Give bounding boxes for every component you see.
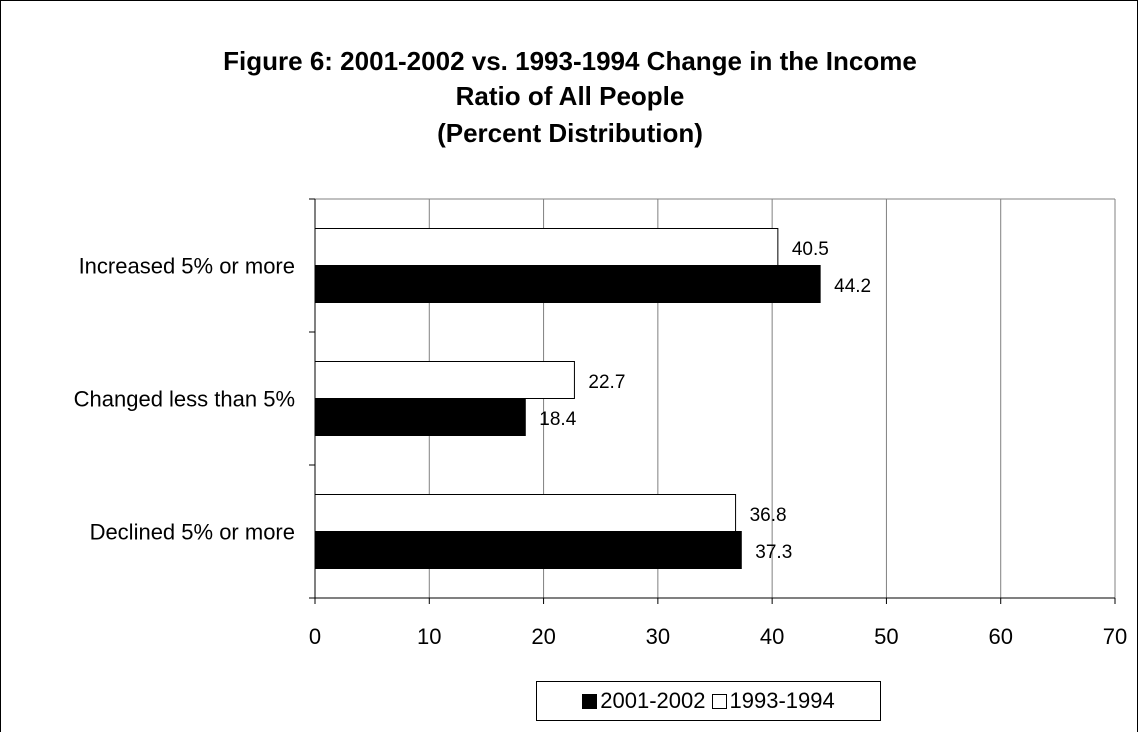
x-tick-label-60: 60	[988, 624, 1012, 649]
legend-swatch-2001-2002	[582, 693, 598, 709]
legend-label-1993-1994: 1993-1994	[729, 688, 835, 713]
bar-1993-1994-1	[314, 361, 575, 399]
chart-title-line-3: (Percent Distribution)	[437, 118, 703, 148]
category-label-2: Declined 5% or more	[90, 520, 295, 545]
data-label-2001-2002-1: 18.4	[539, 409, 576, 430]
data-label-2001-2002-2: 37.3	[755, 542, 792, 563]
bar-2001-2002-2	[314, 531, 742, 569]
category-label-0: Increased 5% or more	[79, 254, 295, 279]
bar-2001-2002-1	[314, 398, 526, 436]
legend-item-1993-1994: 1993-1994	[711, 688, 835, 714]
legend-item-2001-2002: 2001-2002	[582, 688, 706, 714]
legend: 2001-2002 1993-1994	[536, 681, 881, 721]
data-label-2001-2002-0: 44.2	[834, 276, 871, 297]
legend-label-2001-2002: 2001-2002	[600, 688, 706, 713]
legend-swatch-1993-1994	[711, 693, 727, 709]
x-tick-label-30: 30	[646, 624, 670, 649]
bar-1993-1994-2	[314, 494, 737, 532]
chart-title-line-1: Figure 6: 2001-2002 vs. 1993-1994 Change…	[223, 46, 917, 76]
x-tick-label-20: 20	[531, 624, 555, 649]
data-label-1993-1994-2: 36.8	[750, 505, 787, 526]
bar-1993-1994-0	[314, 228, 779, 266]
x-tick-label-0: 0	[309, 624, 321, 649]
x-tick-label-70: 70	[1103, 624, 1127, 649]
x-tick-label-40: 40	[760, 624, 784, 649]
category-label-1: Changed less than 5%	[74, 387, 295, 412]
chart-title-line-2: Ratio of All People	[455, 81, 685, 111]
x-tick-label-50: 50	[874, 624, 898, 649]
data-label-1993-1994-0: 40.5	[792, 239, 829, 260]
data-label-1993-1994-1: 22.7	[588, 372, 625, 393]
x-tick-label-10: 10	[417, 624, 441, 649]
bar-2001-2002-0	[314, 265, 821, 303]
